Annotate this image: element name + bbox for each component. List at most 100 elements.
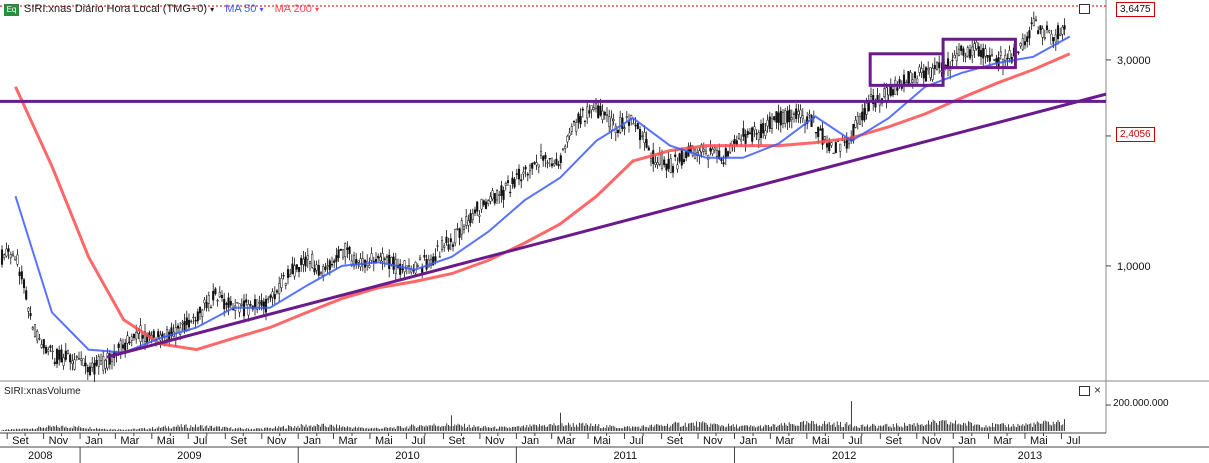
candle-body <box>1006 58 1009 60</box>
candle-body <box>550 163 554 167</box>
candle-body <box>656 162 659 166</box>
candle-body <box>275 290 279 293</box>
last-price-tag: 3,6475 <box>1116 2 1155 17</box>
candle-body <box>476 201 479 212</box>
candle-body <box>440 240 444 250</box>
candle-body <box>990 54 994 56</box>
maximize-icon[interactable] <box>1079 4 1090 14</box>
candle-body <box>44 346 48 354</box>
candle-body <box>198 306 202 314</box>
candle-body <box>502 190 505 200</box>
candle-body <box>1032 18 1035 27</box>
candle-body <box>916 78 919 84</box>
candle-body <box>33 324 37 338</box>
candle-body <box>1043 37 1046 40</box>
candle-body <box>236 302 239 304</box>
candle-body <box>528 165 532 172</box>
candle-body <box>544 154 547 159</box>
candle-body <box>482 200 485 206</box>
candle-body <box>181 322 184 325</box>
candle-body <box>786 110 789 123</box>
candle-body <box>806 116 809 124</box>
candle-body <box>843 141 846 143</box>
x-month-label: Jan <box>303 435 321 447</box>
candle-body <box>311 253 314 268</box>
x-month-label: Jul <box>848 435 862 447</box>
candle-body <box>726 151 730 157</box>
candle-body <box>634 124 637 127</box>
candle-body <box>36 330 39 341</box>
candle-body <box>58 349 61 360</box>
close-icon[interactable]: × <box>1094 383 1102 397</box>
maximize-icon[interactable] <box>1079 386 1090 396</box>
candle-body <box>108 353 111 365</box>
candle-body <box>553 163 556 166</box>
candle-body <box>1008 50 1011 59</box>
volume-axis-label: 200.000.000 <box>1113 398 1169 409</box>
candle-body <box>495 190 499 201</box>
candle-body <box>229 300 232 306</box>
candle-body <box>898 79 901 84</box>
dropdown-icon[interactable]: ▾ <box>259 5 264 14</box>
candle-body <box>858 116 862 125</box>
candle-body <box>931 68 934 80</box>
x-month-label: Mar <box>338 435 357 447</box>
candle-body <box>559 155 562 163</box>
candle-body <box>291 263 294 275</box>
series-title[interactable]: SIRI:xnas Diário Hora Local (TMG+0) <box>24 3 208 15</box>
candle-body <box>379 256 382 262</box>
candle-body <box>7 248 10 252</box>
dropdown-icon[interactable]: ▾ <box>210 5 215 14</box>
candle-body <box>568 132 571 137</box>
candle-body <box>746 131 749 135</box>
candle-body <box>11 253 15 257</box>
candle-body <box>71 360 74 365</box>
dropdown-icon[interactable]: ▾ <box>314 5 319 14</box>
candle-body <box>196 311 199 322</box>
candle-body <box>143 331 147 342</box>
ma50-label[interactable]: MA 50 <box>225 3 257 15</box>
candle-body <box>383 258 386 260</box>
candle-body <box>269 295 272 299</box>
candle-body <box>597 105 600 119</box>
candle-body <box>788 109 791 122</box>
candle-body <box>126 335 129 344</box>
candle-body <box>524 166 527 170</box>
candle-body <box>445 236 448 244</box>
candle-body <box>324 266 327 270</box>
candle-body <box>454 229 457 244</box>
candle-body <box>647 147 650 151</box>
candle-body <box>1026 36 1029 42</box>
candle-body <box>337 249 340 259</box>
candle-body <box>861 111 864 121</box>
candle-body <box>14 256 17 260</box>
candle-body <box>627 121 631 126</box>
consolidation-box <box>868 52 945 87</box>
candle-body <box>799 109 802 118</box>
candle-body <box>975 41 978 49</box>
x-month-label: Set <box>12 435 29 447</box>
candle-body <box>473 209 477 214</box>
candle-body <box>258 302 261 304</box>
candle-body <box>330 264 334 266</box>
candle-body <box>711 148 714 155</box>
candle-body <box>403 260 406 273</box>
x-month-label: Mar <box>557 435 576 447</box>
x-month-label: Jan <box>958 435 976 447</box>
candle-body <box>91 362 94 368</box>
ma200-label[interactable]: MA 200 <box>274 3 312 15</box>
consolidation-box <box>941 37 1017 70</box>
x-year-label: 2012 <box>832 450 856 462</box>
level-price-tag: 2,4056 <box>1116 127 1155 142</box>
candle-body <box>425 259 428 270</box>
candle-body <box>830 142 833 146</box>
candle-body <box>469 213 472 223</box>
x-month-label: Mar <box>775 435 794 447</box>
candle-body <box>60 349 63 363</box>
candle-body <box>73 359 76 370</box>
candle-body <box>819 128 822 131</box>
candle-body <box>225 303 228 305</box>
x-year-label: 2010 <box>395 450 419 462</box>
candle-body <box>284 283 287 286</box>
candle-body <box>790 117 793 120</box>
